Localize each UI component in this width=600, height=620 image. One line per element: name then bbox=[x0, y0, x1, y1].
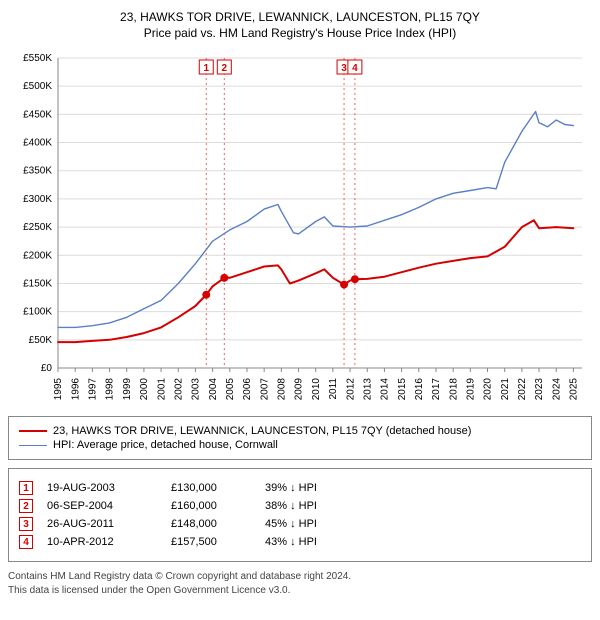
svg-text:2: 2 bbox=[222, 63, 228, 74]
event-diff: 38% ↓ HPI bbox=[265, 500, 355, 512]
footnote: Contains HM Land Registry data © Crown c… bbox=[8, 570, 592, 598]
svg-text:£300K: £300K bbox=[23, 194, 52, 205]
svg-text:2017: 2017 bbox=[431, 378, 442, 401]
event-date: 06-SEP-2004 bbox=[47, 500, 157, 512]
svg-text:2025: 2025 bbox=[569, 378, 580, 401]
page-subtitle: Price paid vs. HM Land Registry's House … bbox=[8, 26, 592, 40]
event-marker: 1 bbox=[19, 481, 33, 495]
svg-text:2009: 2009 bbox=[294, 378, 305, 401]
svg-text:1997: 1997 bbox=[88, 378, 99, 401]
svg-text:£500K: £500K bbox=[23, 81, 52, 92]
svg-text:£450K: £450K bbox=[23, 109, 52, 120]
svg-text:2015: 2015 bbox=[397, 378, 408, 401]
svg-text:2020: 2020 bbox=[483, 378, 494, 401]
svg-text:2000: 2000 bbox=[139, 378, 150, 401]
svg-text:2019: 2019 bbox=[466, 378, 477, 401]
events-table: 1 19-AUG-2003 £130,000 39% ↓ HPI 2 06-SEP-200… bbox=[8, 468, 592, 562]
svg-text:£0: £0 bbox=[41, 363, 53, 374]
event-date: 19-AUG-2003 bbox=[47, 482, 157, 494]
svg-text:2006: 2006 bbox=[242, 378, 253, 401]
event-marker: 2 bbox=[19, 499, 33, 513]
event-marker: 3 bbox=[19, 517, 33, 531]
svg-text:£100K: £100K bbox=[23, 307, 52, 318]
event-price: £160,000 bbox=[171, 500, 251, 512]
chart-svg: £0 £50K £100K £150K £200K £250K £300K £350K £400… bbox=[8, 48, 592, 408]
legend-row: 23, HAWKS TOR DRIVE, LEWANNICK, LAUNCEST… bbox=[19, 425, 581, 437]
event-price: £157,500 bbox=[171, 536, 251, 548]
event-row: 1 19-AUG-2003 £130,000 39% ↓ HPI bbox=[19, 481, 581, 495]
event-date: 10-APR-2012 bbox=[47, 536, 157, 548]
event-row: 3 26-AUG-2011 £148,000 45% ↓ HPI bbox=[19, 517, 581, 531]
page-title: 23, HAWKS TOR DRIVE, LEWANNICK, LAUNCEST… bbox=[8, 10, 592, 24]
svg-text:2003: 2003 bbox=[191, 378, 202, 401]
svg-text:2010: 2010 bbox=[311, 378, 322, 401]
svg-text:1: 1 bbox=[203, 63, 209, 74]
svg-text:2007: 2007 bbox=[259, 378, 270, 401]
event-price: £148,000 bbox=[171, 518, 251, 530]
event-date: 26-AUG-2011 bbox=[47, 518, 157, 530]
event-price: £130,000 bbox=[171, 482, 251, 494]
svg-text:1998: 1998 bbox=[105, 378, 116, 401]
legend-label: 23, HAWKS TOR DRIVE, LEWANNICK, LAUNCEST… bbox=[53, 425, 471, 437]
event-diff: 43% ↓ HPI bbox=[265, 536, 355, 548]
svg-text:£50K: £50K bbox=[29, 335, 53, 346]
svg-text:£250K: £250K bbox=[23, 222, 52, 233]
svg-text:2024: 2024 bbox=[551, 378, 562, 401]
svg-text:3: 3 bbox=[341, 63, 347, 74]
legend-label: HPI: Average price, detached house, Corn… bbox=[53, 439, 278, 451]
svg-text:1999: 1999 bbox=[122, 378, 133, 401]
svg-text:2001: 2001 bbox=[156, 378, 167, 401]
svg-text:2023: 2023 bbox=[534, 378, 545, 401]
svg-text:1995: 1995 bbox=[53, 378, 64, 401]
svg-text:2011: 2011 bbox=[328, 378, 339, 400]
chart: £0 £50K £100K £150K £200K £250K £300K £350K £400… bbox=[8, 48, 592, 408]
event-marker: 4 bbox=[19, 535, 33, 549]
event-diff: 45% ↓ HPI bbox=[265, 518, 355, 530]
svg-text:£350K: £350K bbox=[23, 166, 52, 177]
svg-text:2021: 2021 bbox=[500, 378, 511, 401]
event-row: 4 10-APR-2012 £157,500 43% ↓ HPI bbox=[19, 535, 581, 549]
svg-text:2016: 2016 bbox=[414, 378, 425, 401]
svg-text:2008: 2008 bbox=[277, 378, 288, 401]
svg-text:2002: 2002 bbox=[173, 378, 184, 401]
legend-row: HPI: Average price, detached house, Corn… bbox=[19, 439, 581, 451]
svg-text:2022: 2022 bbox=[517, 378, 528, 401]
svg-text:£400K: £400K bbox=[23, 138, 52, 149]
legend: 23, HAWKS TOR DRIVE, LEWANNICK, LAUNCEST… bbox=[8, 416, 592, 460]
svg-text:£200K: £200K bbox=[23, 250, 52, 261]
footnote-line-2: This data is licensed under the Open Gov… bbox=[8, 584, 592, 598]
svg-text:2005: 2005 bbox=[225, 378, 236, 401]
svg-text:1996: 1996 bbox=[70, 378, 81, 401]
event-row: 2 06-SEP-2004 £160,000 38% ↓ HPI bbox=[19, 499, 581, 513]
event-diff: 39% ↓ HPI bbox=[265, 482, 355, 494]
svg-text:2018: 2018 bbox=[448, 378, 459, 401]
svg-text:2012: 2012 bbox=[345, 378, 356, 401]
svg-text:2013: 2013 bbox=[362, 378, 373, 401]
svg-text:£550K: £550K bbox=[23, 53, 52, 64]
svg-text:£150K: £150K bbox=[23, 278, 52, 289]
svg-text:4: 4 bbox=[352, 63, 358, 74]
svg-text:2004: 2004 bbox=[208, 378, 219, 401]
legend-swatch bbox=[19, 445, 47, 446]
legend-swatch bbox=[19, 430, 47, 432]
footnote-line-1: Contains HM Land Registry data © Crown c… bbox=[8, 570, 592, 584]
svg-text:2014: 2014 bbox=[380, 378, 391, 401]
